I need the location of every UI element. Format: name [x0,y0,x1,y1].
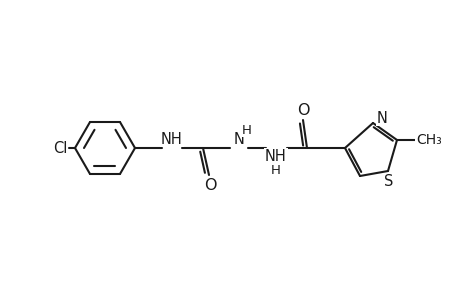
Text: Cl: Cl [53,140,67,155]
Text: CH₃: CH₃ [415,133,441,147]
Text: S: S [383,173,393,188]
Text: NH: NH [264,148,286,164]
Text: H: H [270,164,280,176]
Text: N: N [376,110,386,125]
Text: O: O [296,103,308,118]
Text: NH: NH [161,131,183,146]
Text: H: H [241,124,252,136]
Text: N: N [233,131,244,146]
Text: O: O [203,178,216,193]
